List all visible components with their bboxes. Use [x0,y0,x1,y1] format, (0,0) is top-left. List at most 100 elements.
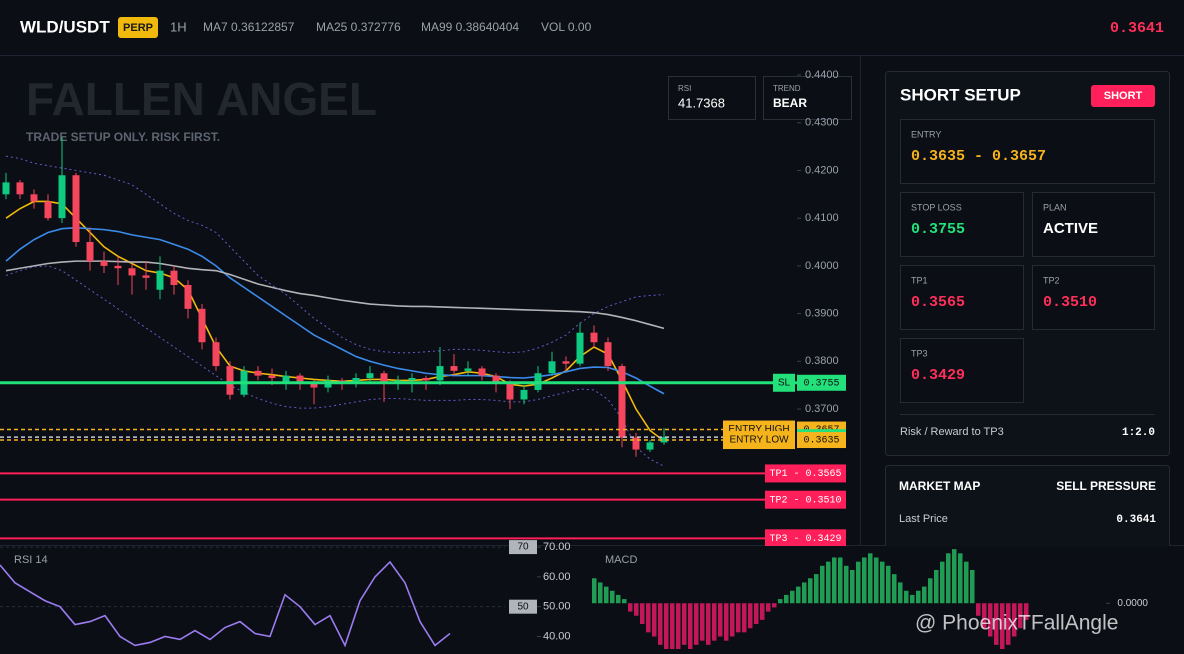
price-chart: 0.4400 0.4300 0.4200 0.4100 0.4000 0.3900 0.38… [0,69,846,548]
plan-card: PLAN ACTIVE [1032,192,1155,257]
watermark-subtitle: TRADE SETUP ONLY. RISK FIRST. [26,130,220,144]
candle-body [114,265,122,269]
candle-body [310,382,318,388]
pane-title: MACD [605,554,637,566]
candle-body [604,342,612,367]
card-value: 0.3635 - 0.3657 [911,148,1046,165]
level-name: SL [778,377,791,388]
macd-bar [682,603,687,645]
level-tag [765,464,846,483]
candle-body [478,368,486,376]
candle-body [16,182,24,195]
stat-value: BEAR [773,96,807,110]
macd-bar [982,603,987,629]
macd-bar [880,561,885,604]
macd-bar [868,553,873,604]
y-tick-label: 0.4200 [805,164,839,176]
candle-body [506,382,514,400]
macd-bar [844,565,849,604]
macd-bar [964,561,969,604]
macd-bar [784,594,789,604]
macd-bar [922,586,927,604]
macd-bar [766,603,771,612]
card-label: TP3 [911,348,928,358]
candle-body [128,268,136,276]
level-value-tag [797,374,846,391]
rsi-chart: 70 50 70.00 60.00 50.00 40.00 [0,540,571,648]
macd-bar [862,557,867,604]
card-value: 0.3510 [1043,294,1097,311]
candle-body [646,442,654,450]
row-value: 0.3641 [1116,514,1156,526]
card [1032,192,1155,257]
card-value: 0.3565 [911,294,965,311]
level-name: ENTRY HIGH [728,424,789,435]
level-tag-text: TP2 - 0.3510 [769,495,841,506]
candle-body [562,361,570,364]
row-label: Last Price [899,513,948,525]
card-label: STOP LOSS [911,202,962,212]
card-value: 0.3429 [911,367,965,384]
macd-bar [598,582,603,604]
level-tag-text: TP3 - 0.3429 [769,534,841,545]
macd-bar [988,603,993,637]
candle-body [198,308,206,343]
candle-body [660,437,668,443]
macd-bar [712,603,717,641]
macd-bar [628,603,633,612]
candle-body [58,175,66,219]
candle-body [464,368,472,371]
candle-body [408,378,416,381]
macd-bar [796,586,801,604]
rsi-line [0,560,451,648]
card-label: TP1 [911,275,928,285]
macd-bar [748,603,753,629]
macd-bar [904,590,909,604]
y-tick-label: 0.4000 [805,260,839,272]
y-tick-label: 0.0000 [1117,598,1148,609]
macd-bar [976,603,981,616]
candle-body [632,437,640,450]
macd-bar [688,603,693,649]
level-tag [765,529,846,548]
candle-body [296,375,304,383]
rr-label: Risk / Reward to TP3 [900,426,1004,438]
rsi-level-label: 50 [517,601,529,612]
ma-line [5,200,665,442]
tp2-card: TP2 0.3510 [1032,265,1155,330]
macd-bar [928,578,933,604]
y-tick-label: 0.3800 [805,355,839,367]
y-tick-label: 60.00 [543,571,571,583]
macd-bar [778,599,783,604]
level-name: ENTRY LOW [729,435,789,446]
macd-bar [850,569,855,604]
sl-card: STOP LOSS 0.3755 [900,192,1024,257]
last-price: 0.3641 [1110,20,1164,37]
candle-body [44,201,52,219]
candle-body [380,373,388,383]
perp-badge [118,17,158,38]
candle-body [226,366,234,395]
y-tick-label: 0.4400 [805,69,839,81]
rsi-level-tag [509,540,537,555]
macd-bar [700,603,705,641]
macd-bar [802,582,807,604]
macd-bar [736,603,741,633]
ma-line [5,226,665,395]
handle-watermark: @ PhoenixTFallAngle [915,612,1118,635]
pane-title: RSI 14 [14,554,48,566]
macd-bar [1000,603,1005,649]
macd-bar [814,574,819,604]
macd-bar [934,569,939,604]
macd-bar [826,561,831,604]
candle-body [142,275,150,278]
candle-body [156,270,164,290]
macd-bar [664,603,669,649]
macd-bar [592,578,597,604]
macd-bar [940,561,945,604]
macd-bar [820,565,825,604]
macd-bar [706,603,711,645]
macd-bar [658,603,663,645]
setup-badge-text: SHORT [1104,90,1143,102]
